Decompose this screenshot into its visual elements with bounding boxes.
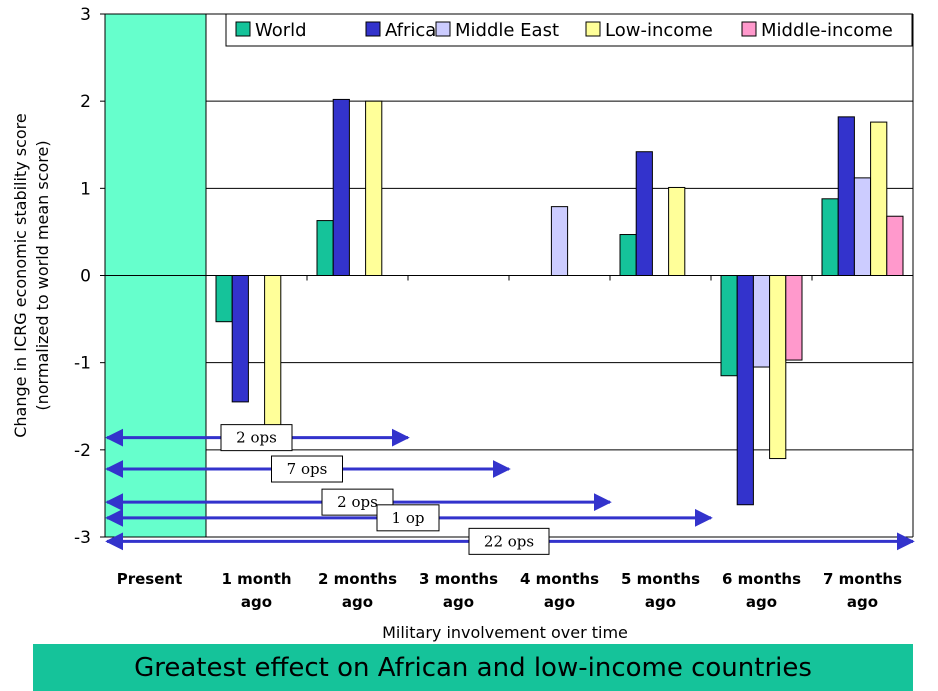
ops-label-box <box>468 527 550 555</box>
ops-label: 7 ops <box>287 460 328 478</box>
legend-label-low-income: Low-income <box>605 20 713 41</box>
x-tick-label: Present <box>117 570 183 588</box>
bar-africa-1 <box>231 275 249 403</box>
legend-label-middle-income: Middle-income <box>761 20 893 41</box>
ops-label: 1 op <box>392 509 425 527</box>
bar-low-income-7 <box>870 121 888 276</box>
bar-world-6 <box>720 275 738 377</box>
legend-label-middle-east: Middle East <box>455 20 559 41</box>
bar-world-7 <box>821 198 839 276</box>
y-tick-label: -2 <box>74 441 91 461</box>
y-tick-label: 1 <box>80 179 91 199</box>
bars <box>215 98 904 506</box>
legend-swatch-middle-income <box>741 21 757 37</box>
bar-low-income-6 <box>769 275 787 460</box>
x-tick-label: 2 months ago <box>318 570 397 611</box>
legend-label-world: World <box>255 20 307 41</box>
bar-low-income-1 <box>264 275 282 429</box>
bar-middle-east-4 <box>550 206 569 276</box>
x-axis-label: Military involvement over time <box>382 623 628 642</box>
annotations: 2 ops 7 ops 2 ops 1 op 22 ops <box>105 424 915 555</box>
caption-text: Greatest effect on African and low-incom… <box>134 652 812 683</box>
bar-low-income-5 <box>668 186 686 276</box>
x-tick-labels: Present 1 month ago 2 months ago 3 months ago 4… <box>117 570 902 611</box>
bar-africa-2 <box>332 98 350 276</box>
legend-box <box>225 13 913 47</box>
caption-banner: Greatest effect on African and low-incom… <box>33 644 913 691</box>
chart: 3 2 1 0 -1 -2 -3 Present 1 month ago 2 months ago 3… <box>11 5 915 642</box>
bar-africa-7 <box>837 116 855 276</box>
legend-swatch-africa <box>365 21 381 37</box>
x-tick-label: 1 month ago <box>221 570 291 611</box>
legend-swatch-middle-east <box>435 21 451 37</box>
bar-world-5 <box>619 234 637 276</box>
x-tick-label: 4 months ago <box>520 570 599 611</box>
bar-world-2 <box>316 220 334 277</box>
ops-label: 2 ops <box>236 429 277 447</box>
x-tick-label: 5 months ago <box>621 570 700 611</box>
bar-middle-east-6 <box>752 275 771 368</box>
bar-world-1 <box>215 275 233 323</box>
x-tick-label: 3 months ago <box>419 570 498 611</box>
ops-label-box <box>376 504 440 532</box>
y-tick-labels: 3 2 1 0 -1 -2 -3 <box>74 5 105 548</box>
y-tick-label: -3 <box>74 528 91 548</box>
ops-label-box <box>220 424 293 452</box>
ops-label: 22 ops <box>484 532 534 550</box>
legend-swatch-low-income <box>585 21 601 37</box>
legend-label-africa: Africa <box>385 20 436 41</box>
legend: World Africa Middle East Low-income Middle-i… <box>225 13 913 47</box>
legend-swatch-world <box>235 21 251 37</box>
ops-label-box <box>271 455 343 483</box>
y-tick-label: 0 <box>80 267 91 287</box>
ops-label: 2 ops <box>337 493 378 511</box>
bar-africa-6 <box>736 275 754 506</box>
bar-low-income-2 <box>365 100 383 276</box>
y-tick-label: 2 <box>80 92 91 112</box>
y-tick-label: 3 <box>80 5 91 25</box>
bar-middle-income-6 <box>785 275 803 361</box>
bar-middle-income-7 <box>886 215 904 277</box>
y-axis-label: Change in ICRG economic stability score(… <box>11 113 52 438</box>
x-tick-label: 7 months ago <box>823 570 902 611</box>
bar-africa-5 <box>635 151 653 276</box>
bar-middle-east-7 <box>853 177 872 276</box>
y-tick-label: -1 <box>74 354 91 374</box>
x-tick-label: 6 months ago <box>722 570 801 611</box>
